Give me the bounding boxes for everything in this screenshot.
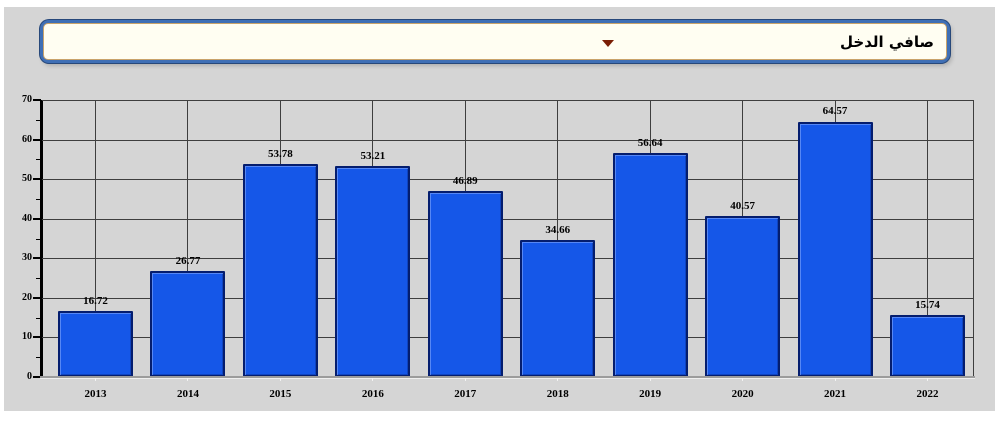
y-major-tick [33,296,41,299]
x-minor-tick [834,378,836,381]
bar-2014[interactable] [150,271,226,377]
y-major-tick [33,376,41,378]
bar-value-label: 40.57 [730,200,755,213]
x-minor-tick [649,378,651,381]
y-grid-line [42,100,973,101]
y-tick-label: 20 [22,291,32,303]
x-tick-label: 2021 [824,388,847,400]
bar-value-label: 53.21 [360,150,386,163]
metric-dropdown-field[interactable]: صافي الدخل [43,23,947,60]
y-tick-label: 30 [22,252,32,264]
bar-2017[interactable] [427,191,503,377]
x-grid-line [926,100,928,377]
bar-2013[interactable] [58,310,133,377]
bar-value-label: 26.77 [175,255,201,268]
x-grid-line [95,100,96,377]
y-grid-line [42,337,973,339]
y-major-tick [33,99,41,101]
y-minor-tick [36,119,41,121]
y-minor-tick [36,198,41,200]
bar-value-label: 56.64 [637,136,663,149]
y-major-tick [33,336,41,339]
x-minor-tick [557,378,559,381]
bar-value-label: 64.57 [822,105,848,118]
metric-dropdown-selected-value: صافي الدخل [840,32,934,51]
x-tick-label: 2015 [269,388,292,400]
bar-2015[interactable] [242,164,318,377]
y-minor-tick [36,317,41,319]
y-minor-tick [36,238,41,240]
x-minor-tick [187,378,189,381]
bar-2020[interactable] [705,216,781,377]
y-grid-line [42,258,973,260]
y-grid-line [42,139,973,141]
bar-chart-plot-area: 16.72 2013 26.77 2014 53.78 2015 53.21 2016 46.8… [40,100,975,400]
y-axis-line [40,100,43,379]
bar-2021[interactable] [797,121,873,377]
x-minor-tick [742,378,744,381]
x-tick-label: 2013 [84,388,107,400]
x-minor-tick [464,378,466,381]
y-major-tick [33,217,41,220]
x-tick-label: 2014 [176,388,199,400]
y-tick-label: 0 [27,371,32,382]
x-tick-label: 2018 [546,388,569,400]
y-grid-line [42,179,973,181]
y-minor-tick [36,159,41,161]
dropdown-arrow-icon[interactable] [602,40,614,47]
x-grid-line [187,100,189,377]
y-minor-tick [36,278,41,280]
x-tick-label: 2019 [639,388,662,400]
x-tick-label: 2022 [916,388,939,400]
x-minor-tick [926,378,928,381]
x-tick-label: 2016 [361,388,384,400]
bar-2022[interactable] [889,314,965,377]
y-grid-line [42,297,973,299]
bar-value-label: 34.66 [545,223,571,236]
y-tick-label: 70 [22,94,32,105]
y-tick-label: 50 [22,173,32,185]
x-tick-label: 2017 [454,388,477,400]
y-grid-line [42,218,973,220]
bar-value-label: 15.74 [915,298,940,311]
x-axis-baseline [40,376,975,378]
bar-2018[interactable] [520,239,596,377]
y-tick-label: 60 [22,133,32,145]
x-tick-label: 2020 [731,388,754,400]
bar-2016[interactable] [335,166,411,377]
bar-value-label: 16.72 [83,294,108,307]
y-major-tick [33,138,41,141]
y-minor-tick [36,357,41,359]
bar-value-label: 46.89 [452,175,478,188]
y-major-tick [33,257,41,260]
bar-value-label: 53.78 [268,148,293,161]
metric-dropdown[interactable]: صافي الدخل [40,20,950,63]
x-minor-tick [95,378,96,381]
y-tick-label: 40 [22,212,32,224]
x-grid-line [557,100,559,377]
y-tick-label: 10 [22,331,32,343]
y-major-tick [33,178,41,181]
bar-2019[interactable] [612,152,688,377]
x-minor-tick [372,378,374,381]
x-minor-tick [279,378,281,381]
